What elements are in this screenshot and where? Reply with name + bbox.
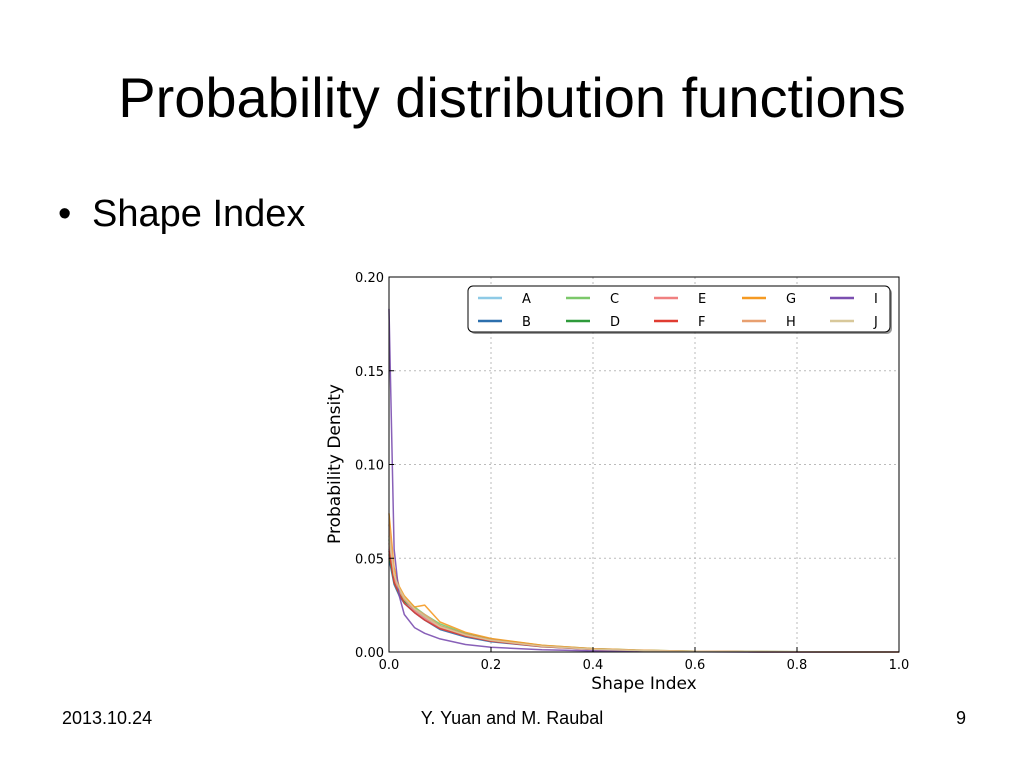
series-lines [388, 308, 900, 653]
legend-label-h: H [786, 315, 796, 330]
y-tick-label: 0.15 [355, 365, 384, 380]
y-axis-label: Probability Density [325, 384, 345, 544]
x-tick-label: 0.0 [379, 658, 400, 673]
x-tick-label: 1.0 [889, 658, 910, 673]
legend-label-i: I [874, 292, 878, 307]
legend-label-e: E [698, 292, 706, 307]
pdf-chart: 0.0 0.2 0.4 0.6 0.8 1.0 0.00 0.05 0.10 0.15 0.20 A… [318, 262, 918, 700]
y-tick-label: 0.10 [355, 459, 384, 474]
legend-label-f: F [698, 315, 705, 330]
x-tick-label: 0.2 [481, 658, 502, 673]
y-tick-label: 0.00 [355, 646, 384, 661]
slide-title: Probability distribution functions [118, 66, 906, 129]
series-line-j [388, 535, 900, 653]
legend-label-j: J [873, 315, 878, 330]
x-tick-label: 0.8 [787, 658, 808, 673]
legend-label-d: D [610, 315, 620, 330]
legend-box [467, 285, 891, 333]
footer-author: Y. Yuan and M. Raubal [420, 708, 604, 728]
page-number: 9 [955, 708, 966, 728]
legend-label-a: A [522, 292, 531, 307]
legend-label-g: G [786, 292, 796, 307]
x-axis-label: Shape Index [591, 674, 696, 694]
bullet-item: • Shape Index [58, 190, 305, 238]
bullet-marker: • [58, 193, 72, 235]
y-tick-label: 0.20 [355, 271, 384, 286]
bullet-text: Shape Index [92, 193, 306, 235]
legend-label-c: C [610, 292, 619, 307]
x-tick-label: 0.6 [685, 658, 706, 673]
legend-label-b: B [522, 315, 531, 330]
axis-ticks: 0.0 0.2 0.4 0.6 0.8 1.0 0.00 0.05 0.10 0.15 0.20 [355, 271, 909, 673]
chart-svg: 0.0 0.2 0.4 0.6 0.8 1.0 0.00 0.05 0.10 0.15 0.20 A… [325, 271, 909, 694]
legend: AB CD EF GH IJ [467, 285, 892, 334]
y-tick-label: 0.05 [355, 552, 384, 567]
x-tick-label: 0.4 [583, 658, 604, 673]
footer-date: 2013.10.24 [62, 708, 153, 728]
